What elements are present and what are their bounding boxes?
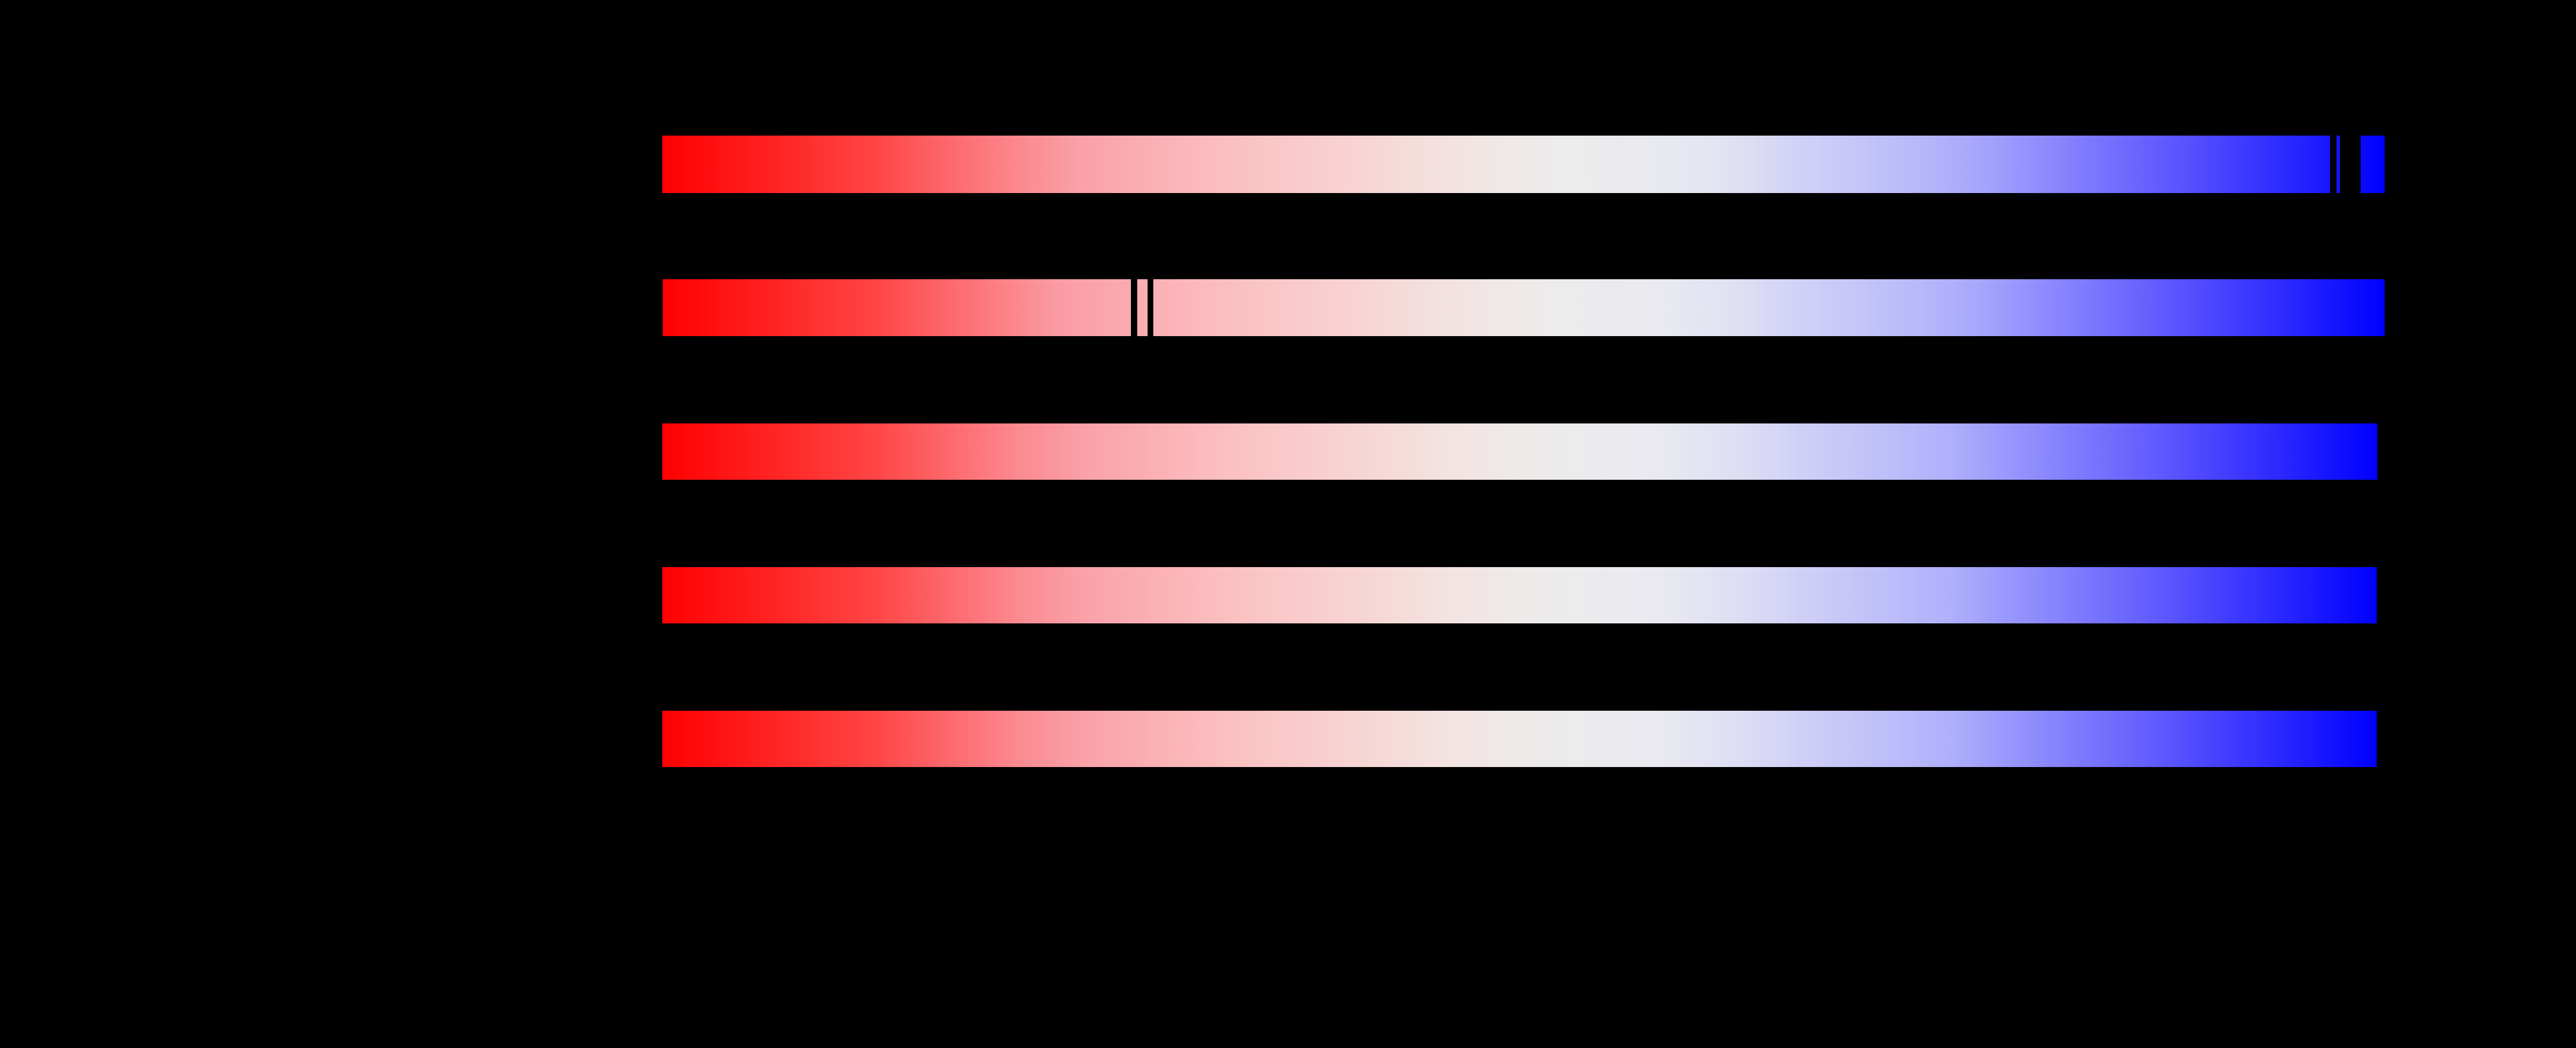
colorbar-segment [663,279,1131,336]
colorbar-segment [662,711,2377,767]
colorbar-segment [1137,279,1148,336]
colorbar-row [0,711,2576,767]
colorbar-row [0,423,2576,480]
colorbar-segment [662,423,2377,480]
colorbar-segment [2361,136,2385,193]
colorbar-segment [2336,136,2340,193]
colorbar-row [0,136,2576,193]
colorbar-segment [662,567,2377,623]
colorbar-row [0,279,2576,336]
colorbar-segment [662,136,2330,193]
colorbar-segment [1153,279,2385,336]
colorbar-row [0,567,2576,623]
